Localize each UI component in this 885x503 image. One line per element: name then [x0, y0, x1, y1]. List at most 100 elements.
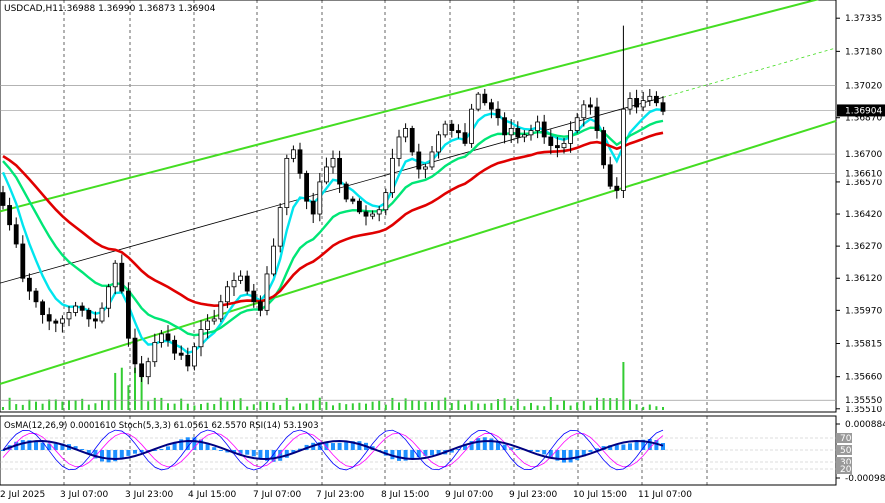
osma-bar: [27, 440, 32, 450]
osma-bar: [278, 450, 283, 461]
volume-bar: [134, 367, 136, 410]
y-tick-label: 1.36120: [845, 274, 882, 284]
volume-bar: [549, 397, 552, 410]
candle-bear: [614, 185, 620, 191]
volume-bar: [615, 398, 618, 410]
volume-bar: [483, 403, 486, 410]
candle-bear: [502, 117, 508, 136]
osma-bar: [284, 450, 289, 458]
candle-bear: [251, 290, 257, 303]
osma-bar: [331, 443, 335, 450]
candle-bull: [290, 149, 296, 159]
osma-bar: [588, 450, 593, 452]
volume-bar: [510, 405, 513, 410]
volume-bar: [464, 404, 466, 410]
volume-bar: [153, 397, 156, 410]
volume-bar: [582, 401, 585, 410]
volume-bar: [35, 401, 37, 410]
volume-bar: [8, 397, 11, 410]
candle-bull: [224, 286, 230, 303]
volume-bar: [279, 405, 282, 410]
candle-bull: [99, 307, 105, 322]
osma-bar: [93, 450, 98, 459]
volume-bar: [160, 397, 163, 410]
volume-bar: [351, 403, 354, 410]
volume-bar: [239, 398, 242, 410]
osma-bar: [53, 443, 58, 450]
sub-y-tick-label: -0.000989: [845, 474, 885, 484]
osma-bar: [482, 437, 487, 450]
candle-bear: [356, 200, 362, 213]
candle-bear: [488, 102, 494, 110]
candle-bear: [409, 128, 415, 153]
candle-bear: [93, 318, 98, 322]
candle-bull: [442, 123, 448, 136]
volume-bar: [629, 399, 631, 410]
candle-bull: [106, 286, 111, 309]
candle-bull: [152, 342, 158, 363]
osma-bar: [430, 450, 434, 456]
osma-bar: [509, 447, 514, 450]
osma-bar: [548, 450, 553, 458]
candle-bear: [607, 164, 613, 187]
volume-bar: [497, 399, 499, 410]
osma-bar: [20, 440, 25, 450]
osma-bar: [106, 450, 111, 463]
candle-bull: [112, 262, 118, 288]
price-marker-label: 1.35550: [845, 396, 882, 406]
volume-bar: [569, 405, 572, 410]
candle-bear: [541, 121, 547, 138]
y-tick-label: 1.36570: [845, 178, 882, 188]
price-marker-box: [837, 148, 885, 161]
marker-lines: [0, 85, 836, 401]
symbol-title: USDCAD,H1: [4, 4, 58, 14]
osma-bar: [529, 450, 533, 451]
channel-upper-line: [0, 0, 820, 213]
volume-bar: [180, 398, 183, 410]
candle-bear: [33, 290, 39, 303]
volume-bar: [444, 397, 447, 410]
osma-bar: [608, 445, 613, 450]
x-tick-label: 3 Jul 23:00: [125, 490, 174, 500]
osma-bar: [258, 450, 263, 459]
volume-bar: [81, 398, 84, 410]
level-label: 30: [840, 458, 852, 468]
volume-bar: [398, 402, 400, 410]
channel-lower-line: [0, 119, 837, 385]
candle-bear: [634, 98, 639, 108]
volume-bar: [411, 400, 414, 410]
osma-bar: [271, 450, 276, 462]
candle-bull: [211, 318, 217, 322]
time-axis: 2 Jul 2025 3 Jul 07:00 3 Jul 23:00 4 Jul 15…: [0, 490, 692, 500]
osma-bar: [34, 441, 38, 450]
candle-bull: [574, 117, 580, 131]
candle-bull: [330, 157, 336, 168]
candle-bull: [60, 318, 65, 324]
osma-bar: [634, 441, 639, 450]
osma-bar: [621, 444, 626, 450]
y-tick-label: 1.35660: [845, 373, 882, 383]
volume-bar: [107, 400, 110, 410]
candle-bull: [277, 207, 283, 247]
osma-bar: [535, 450, 540, 452]
candle-bear: [588, 104, 593, 108]
candle-bull: [231, 279, 237, 288]
candle-bull: [528, 130, 534, 136]
volume-bar: [602, 398, 605, 410]
x-tick-label: 8 Jul 15:00: [381, 490, 430, 500]
stoch-signal-line: [2, 432, 664, 468]
volume-bar: [206, 402, 209, 410]
rsi-line: [2, 440, 664, 461]
candle-bull: [422, 166, 428, 170]
osma-bar: [641, 439, 646, 450]
osma-bar: [172, 442, 177, 450]
volume-bar: [450, 403, 453, 410]
volume-bar: [470, 401, 473, 410]
candle-bear: [495, 108, 501, 119]
candle-bull: [198, 329, 204, 348]
candle-bear: [244, 275, 250, 292]
main-panel: [0, 0, 837, 413]
osma-bar: [344, 442, 349, 450]
candle-bear: [601, 130, 606, 166]
